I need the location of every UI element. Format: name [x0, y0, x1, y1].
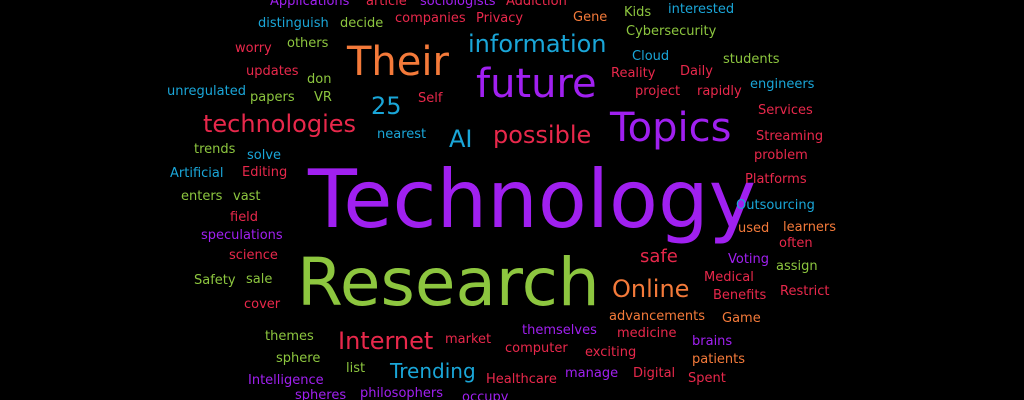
cloud-word: problem	[754, 148, 808, 163]
cloud-word: Benefits	[713, 288, 767, 303]
cloud-word: Their	[347, 39, 449, 85]
cloud-word: Safety	[194, 273, 236, 288]
cloud-word: safe	[640, 246, 678, 267]
cloud-word: spheres	[295, 388, 347, 400]
cloud-word: Services	[758, 103, 813, 118]
cloud-word: cover	[244, 297, 281, 312]
cloud-word: brains	[692, 334, 733, 349]
cloud-word: sphere	[276, 351, 321, 366]
cloud-word: Artificial	[170, 166, 224, 181]
cloud-word: technologies	[203, 110, 356, 138]
cloud-word: computer	[505, 341, 568, 356]
cloud-word: patients	[692, 352, 746, 367]
cloud-word: Privacy	[476, 11, 524, 26]
cloud-word: Kids	[624, 5, 652, 20]
cloud-word: don	[307, 72, 332, 87]
cloud-word: VR	[314, 90, 332, 105]
cloud-word: enters	[181, 189, 223, 204]
cloud-word: nearest	[377, 127, 427, 142]
cloud-word: science	[229, 248, 278, 263]
cloud-word: Trending	[390, 359, 476, 383]
cloud-word: assign	[776, 259, 818, 274]
cloud-word: unregulated	[167, 84, 246, 99]
cloud-word: Gene	[573, 10, 608, 25]
cloud-word: sociologists	[420, 0, 496, 9]
cloud-word: Outsourcing	[736, 198, 815, 213]
cloud-word: Platforms	[745, 172, 807, 187]
cloud-word: possible	[493, 121, 592, 149]
cloud-word: field	[230, 210, 259, 225]
cloud-word: Addiction	[506, 0, 567, 9]
cloud-word: students	[723, 52, 780, 67]
cloud-word: Game	[722, 311, 761, 326]
cloud-word: vast	[233, 189, 261, 204]
cloud-word: Cloud	[632, 49, 670, 64]
cloud-word: engineers	[750, 77, 815, 92]
cloud-word: others	[287, 36, 329, 51]
cloud-word: Digital	[633, 366, 676, 381]
cloud-word: Restrict	[780, 284, 830, 299]
cloud-word: advancements	[609, 309, 706, 324]
cloud-word: speculations	[201, 228, 283, 243]
cloud-word: project	[635, 84, 681, 99]
cloud-word: Applications	[270, 0, 350, 9]
cloud-word: Spent	[688, 371, 726, 386]
cloud-word: Intelligence	[248, 373, 324, 388]
cloud-word: article	[366, 0, 407, 9]
cloud-word: Research	[297, 244, 600, 321]
cloud-word: themes	[265, 329, 314, 344]
cloud-word: Technology	[308, 153, 757, 246]
cloud-word: often	[779, 236, 813, 251]
cloud-word: Cybersecurity	[626, 24, 717, 39]
cloud-word: distinguish	[258, 16, 329, 31]
cloud-word: Online	[612, 275, 690, 303]
cloud-word: Daily	[680, 64, 713, 79]
cloud-word: Internet	[338, 327, 434, 355]
cloud-word: companies	[395, 11, 466, 26]
cloud-word: rapidly	[697, 84, 742, 99]
cloud-word: future	[476, 61, 597, 107]
cloud-word: exciting	[585, 345, 637, 360]
cloud-word: Healthcare	[486, 372, 557, 387]
cloud-word: used	[738, 221, 770, 236]
cloud-word: Reality	[611, 66, 656, 81]
cloud-word: interested	[668, 2, 735, 17]
cloud-word: Voting	[728, 252, 770, 267]
cloud-word: medicine	[617, 326, 677, 341]
cloud-word: decide	[340, 16, 384, 31]
cloud-word: papers	[250, 90, 295, 105]
cloud-word: Self	[418, 91, 443, 106]
cloud-word: trends	[194, 142, 236, 157]
cloud-word: themselves	[522, 323, 597, 338]
cloud-word: market	[445, 332, 492, 347]
cloud-word: solve	[247, 148, 282, 163]
cloud-word: sale	[246, 272, 273, 287]
cloud-word: manage	[565, 366, 619, 381]
cloud-word: learners	[783, 220, 837, 235]
cloud-word: Medical	[704, 270, 754, 285]
cloud-word: 25	[371, 92, 402, 120]
cloud-word: philosophers	[360, 386, 444, 400]
cloud-word: information	[468, 30, 607, 58]
cloud-word: occupy	[462, 390, 509, 400]
cloud-word: Topics	[610, 105, 732, 151]
cloud-word: worry	[235, 41, 272, 56]
cloud-word: AI	[449, 125, 473, 153]
cloud-word: Streaming	[756, 129, 824, 144]
cloud-word: Editing	[242, 165, 288, 180]
cloud-word: updates	[246, 64, 299, 79]
cloud-word: list	[346, 361, 366, 376]
